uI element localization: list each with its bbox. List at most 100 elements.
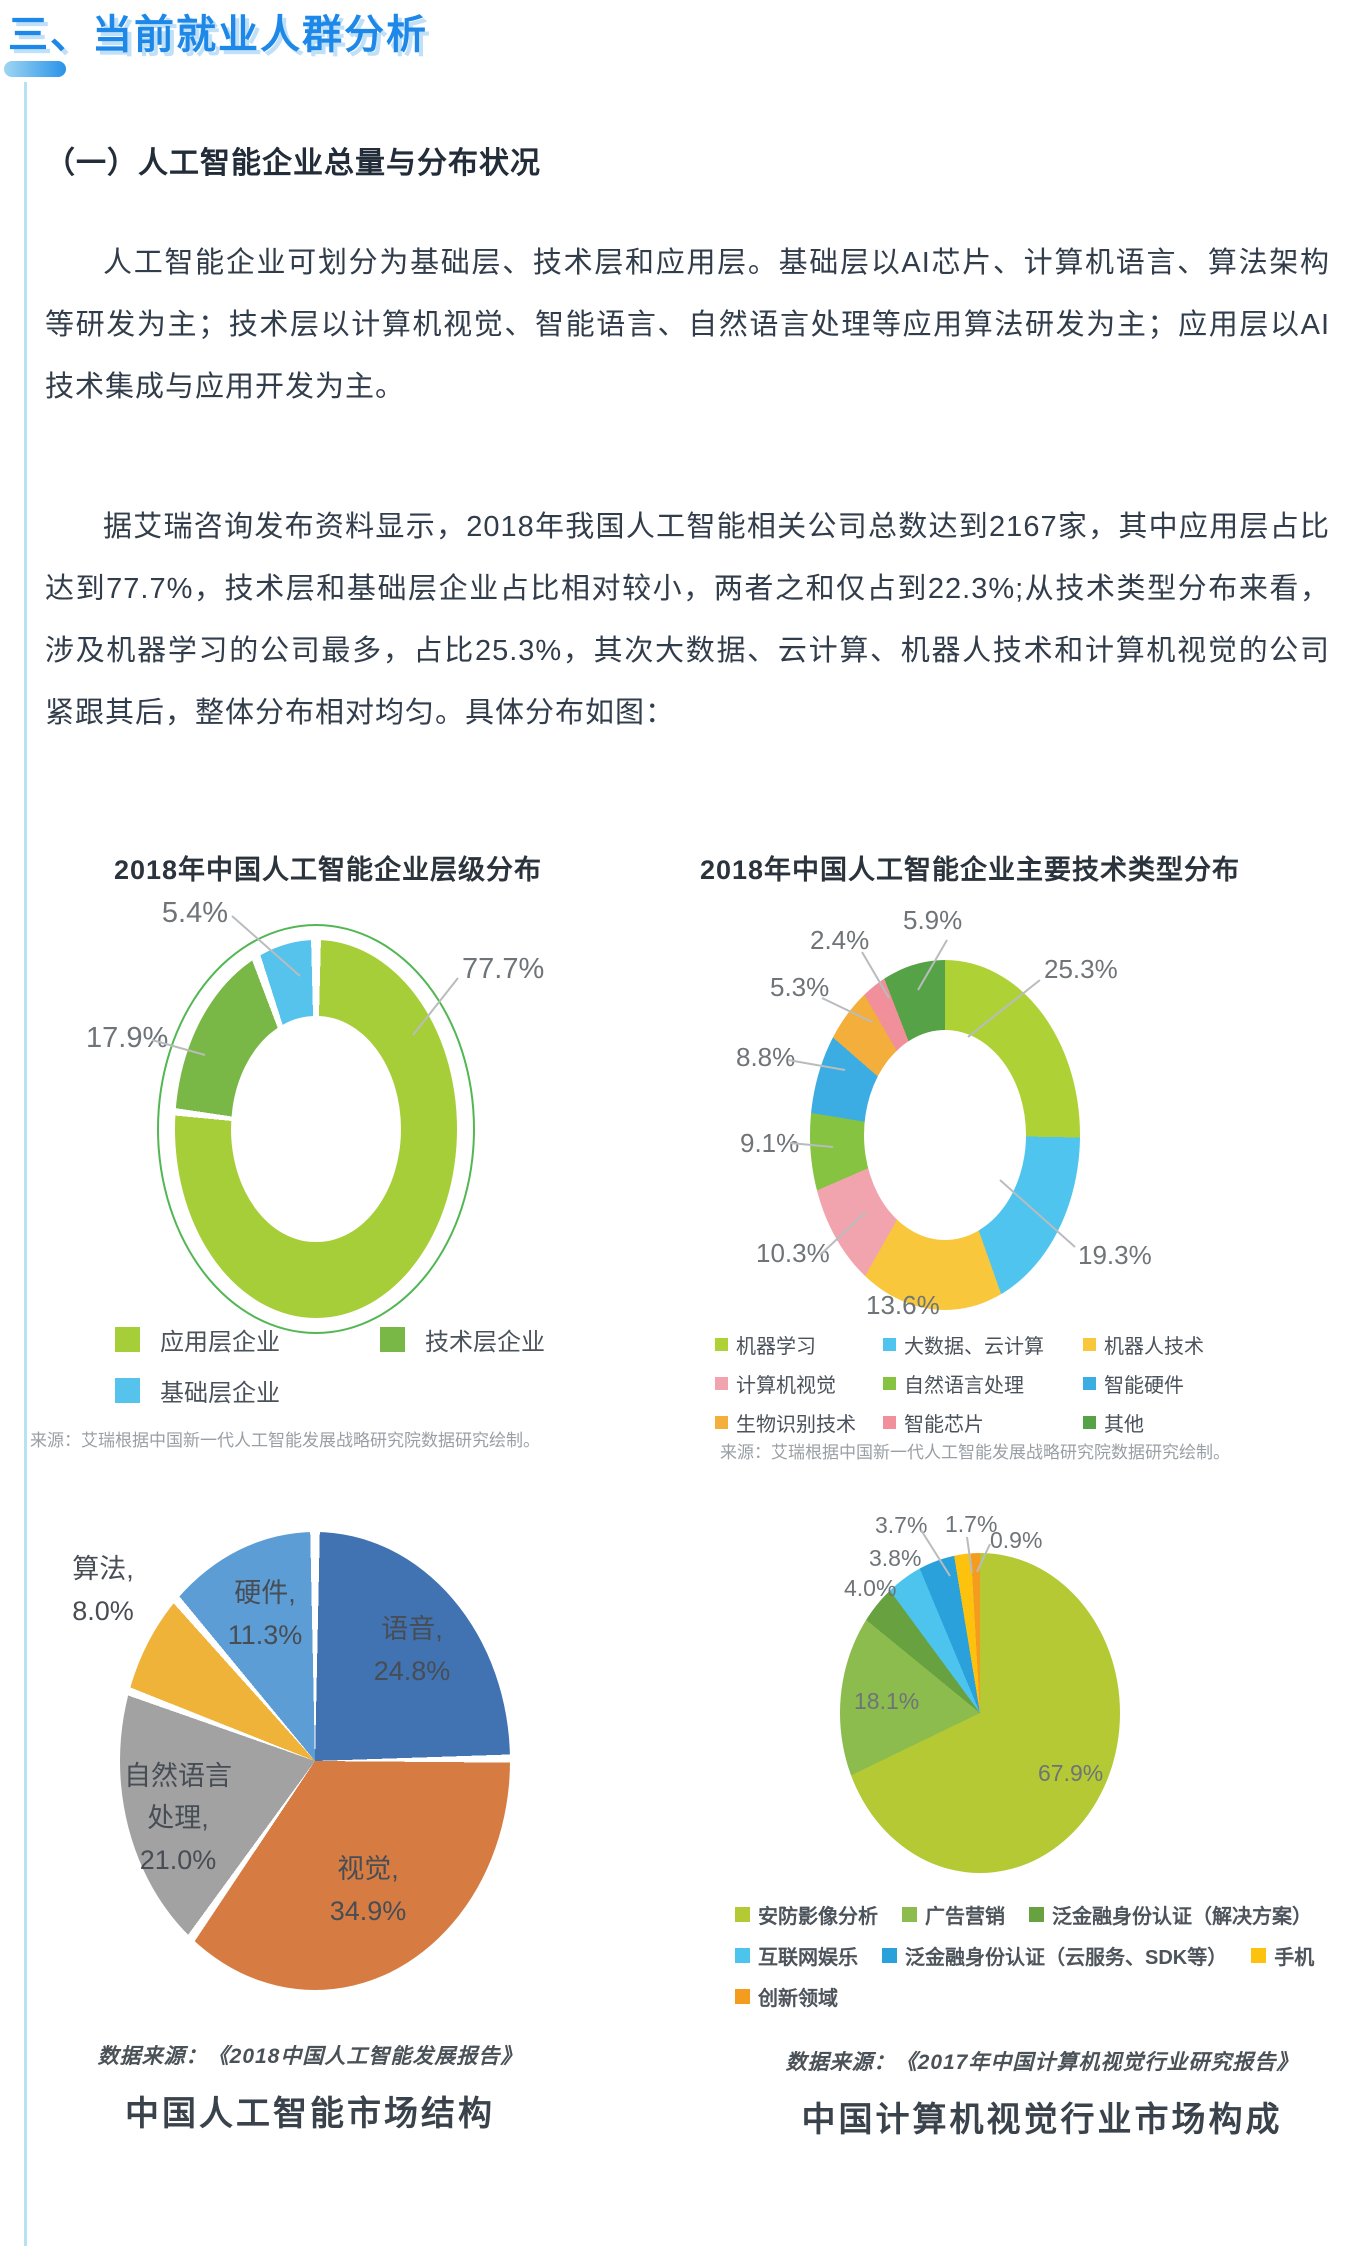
donut-hole — [231, 1015, 401, 1243]
slice-value-label: 4.0% — [844, 1575, 897, 1601]
legend-item: 大数据、云计算 — [883, 1330, 1083, 1359]
legend-item: 泛金融身份认证（云服务、SDK等） — [882, 1941, 1227, 1970]
legend-swatch — [883, 1338, 896, 1351]
donut-hole — [864, 1030, 1026, 1240]
chart4-legend: 安防影像分析 广告营销 泛金融身份认证（解决方案） 互联网娱乐 泛金融身份认证（云服务、… — [735, 1900, 1353, 2011]
legend-label: 泛金融身份认证（解决方案） — [1052, 1906, 1312, 1928]
legend-swatch — [380, 1327, 405, 1352]
legend-item: 基础层企业 — [115, 1373, 380, 1408]
legend-label: 机器人技术 — [1104, 1336, 1204, 1358]
slice-value-label: 3.8% — [869, 1545, 922, 1571]
legend-swatch — [715, 1338, 728, 1351]
chart1-source: 来源：艾瑞根据中国新一代人工智能发展战略研究院数据研究绘制。 — [30, 1431, 540, 1450]
left-accent-line — [24, 82, 27, 2246]
slice-value-label: 2.4% — [810, 925, 870, 955]
legend-label: 广告营销 — [925, 1906, 1005, 1928]
legend-item: 机器人技术 — [1083, 1330, 1204, 1359]
slice-value-label: 5.9% — [903, 905, 963, 935]
pie-slice-label: 硬件, 11.3% — [227, 1578, 303, 1650]
legend-item: 生物识别技术 — [715, 1408, 883, 1437]
slice-value-label: 18.1% — [854, 1688, 920, 1714]
chart1-legend: 应用层企业 技术层企业基础层企业 — [115, 1322, 545, 1408]
legend-item: 创新领域 — [735, 1982, 838, 2011]
legend-item: 安防影像分析 — [735, 1900, 878, 1929]
page-title: 三、当前就业人群分析 — [8, 13, 428, 57]
legend-swatch — [115, 1378, 140, 1403]
chart3-source: 数据来源：《2018中国人工智能发展报告》 — [97, 2045, 523, 2068]
legend-swatch — [1083, 1377, 1096, 1390]
slice-value-label: 13.6% — [866, 1290, 940, 1320]
legend-swatch — [735, 1907, 750, 1922]
legend-swatch — [1029, 1907, 1044, 1922]
slice-value-label: 5.3% — [770, 972, 830, 1002]
legend-item: 自然语言处理 — [883, 1369, 1083, 1398]
paragraph-2: 据艾瑞咨询发布资料显示，2018年我国人工智能相关公司总数达到2167家，其中应… — [45, 511, 1330, 729]
chart2-title: 2018年中国人工智能企业主要技术类型分布 — [699, 855, 1241, 885]
chart2-source: 来源：艾瑞根据中国新一代人工智能发展战略研究院数据研究绘制。 — [720, 1443, 1230, 1462]
legend-item: 机器学习 — [715, 1330, 883, 1359]
chart3-caption: 中国人工智能市场结构 — [125, 2095, 495, 2133]
chart4-source: 数据来源：《2017年中国计算机视觉行业研究报告》 — [785, 2051, 1299, 2074]
legend-swatch — [115, 1327, 140, 1352]
slice-value-label: 10.3% — [756, 1238, 830, 1268]
legend-item: 其他 — [1083, 1408, 1204, 1437]
legend-item: 技术层企业 — [380, 1322, 545, 1357]
legend-label: 机器学习 — [736, 1336, 816, 1358]
slice-value-label: 5.4% — [161, 897, 228, 929]
legend-label: 创新领域 — [758, 1988, 838, 2010]
legend-label: 应用层企业 — [160, 1329, 280, 1356]
chart1-donut — [175, 940, 457, 1318]
legend-swatch — [902, 1907, 917, 1922]
legend-swatch — [735, 1989, 750, 2004]
slice-value-label: 9.1% — [740, 1128, 800, 1158]
legend-swatch — [883, 1416, 896, 1429]
legend-label: 互联网娱乐 — [758, 1947, 858, 1969]
legend-label: 大数据、云计算 — [904, 1336, 1044, 1358]
legend-label: 安防影像分析 — [758, 1906, 878, 1928]
chart1-title: 2018年中国人工智能企业层级分布 — [113, 855, 543, 885]
slice-value-label: 67.9% — [1038, 1760, 1104, 1786]
legend-swatch — [735, 1948, 750, 1963]
legend-swatch — [1083, 1338, 1096, 1351]
legend-item: 互联网娱乐 — [735, 1941, 858, 1970]
legend-label: 其他 — [1104, 1414, 1144, 1436]
chart2-legend: 机器学习 大数据、云计算 机器人技术计算机视觉 自然语言处理 智能硬件生物识别技术 智能芯… — [715, 1330, 1204, 1437]
chart4-caption: 中国计算机视觉行业市场构成 — [801, 2101, 1283, 2139]
subsection-title: （一）人工智能企业总量与分布状况 — [45, 147, 541, 180]
legend-label: 生物识别技术 — [736, 1414, 856, 1436]
slice-value-label: 19.3% — [1078, 1240, 1152, 1270]
pie-slice-label: 自然语言处理, 21.0% — [124, 1761, 232, 1875]
slice-value-label: 77.7% — [462, 953, 545, 985]
legend-item: 广告营销 — [902, 1900, 1005, 1929]
legend-label: 手机 — [1274, 1947, 1315, 1969]
legend-item: 智能芯片 — [883, 1408, 1083, 1437]
legend-item: 手机 — [1251, 1941, 1314, 1970]
chart4-pie — [840, 1553, 1120, 1873]
legend-item: 应用层企业 — [115, 1322, 380, 1357]
slice-value-label: 0.9% — [990, 1527, 1043, 1553]
legend-item: 智能硬件 — [1083, 1369, 1204, 1398]
legend-label: 自然语言处理 — [904, 1375, 1024, 1397]
legend-item: 计算机视觉 — [715, 1369, 883, 1398]
pie-slice-label: 视觉, 34.9% — [329, 1854, 407, 1926]
legend-label: 智能硬件 — [1104, 1375, 1184, 1397]
legend-swatch — [715, 1416, 728, 1429]
legend-swatch — [715, 1377, 728, 1390]
slice-value-label: 8.8% — [736, 1042, 796, 1072]
legend-label: 计算机视觉 — [736, 1375, 836, 1397]
pie-slice-label: 算法, 8.0% — [72, 1554, 134, 1626]
chart2-donut — [810, 960, 1080, 1310]
slice-value-label: 17.9% — [86, 1022, 169, 1054]
chart3-pie — [120, 1532, 510, 1990]
pie-slice-label: 语音, 24.8% — [373, 1614, 451, 1686]
legend-label: 技术层企业 — [425, 1329, 545, 1356]
legend-swatch — [882, 1948, 897, 1963]
legend-swatch — [883, 1377, 896, 1390]
paragraph-1: 人工智能企业可划分为基础层、技术层和应用层。基础层以AI芯片、计算机语言、算法架… — [45, 247, 1330, 403]
slice-value-label: 3.7% — [875, 1512, 928, 1538]
legend-swatch — [1251, 1948, 1267, 1963]
chart1-outer-ring — [157, 924, 475, 1334]
title-accent-pill — [4, 61, 66, 77]
legend-swatch — [1083, 1416, 1096, 1429]
